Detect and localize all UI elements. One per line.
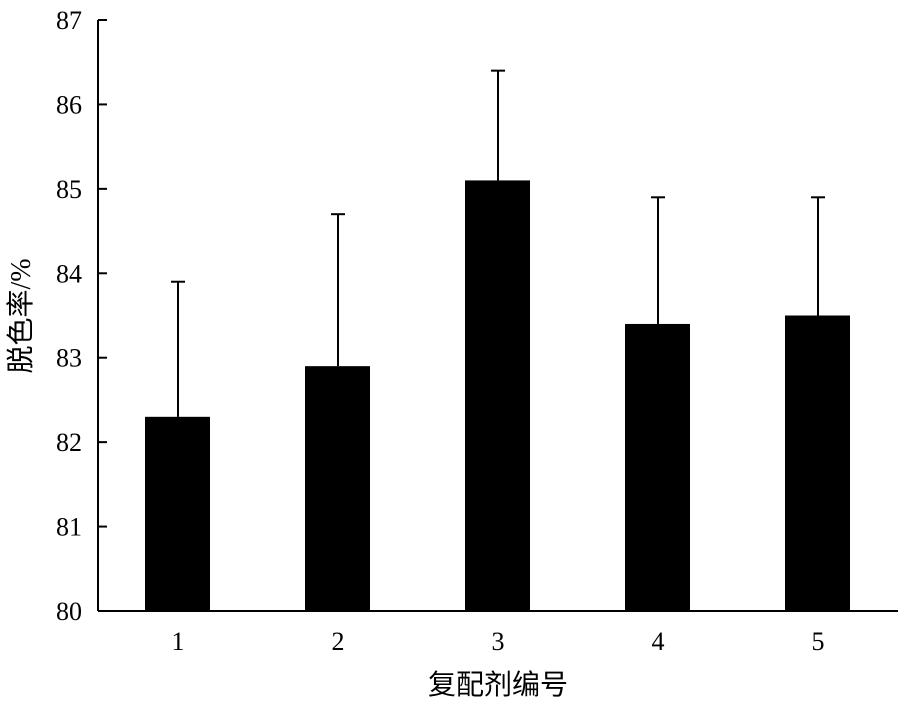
x-tick-label: 3 <box>492 627 505 656</box>
bars <box>145 69 850 611</box>
y-axis-label: 脱色率/% <box>5 258 37 373</box>
x-tick-label: 5 <box>812 627 825 656</box>
y-tick-label: 82 <box>56 428 82 457</box>
y-tick-label: 87 <box>56 6 82 35</box>
y-tick-label: 84 <box>56 259 82 288</box>
bar-3 <box>465 180 530 611</box>
y-tick-label: 83 <box>56 344 82 373</box>
y-tick-label: 81 <box>56 513 82 542</box>
bar-4 <box>625 323 690 611</box>
y-tick-label: 86 <box>56 90 82 119</box>
y-tick-label: 80 <box>56 597 82 626</box>
x-tick-label: 2 <box>332 627 345 656</box>
axes: 80 81 82 83 84 85 86 87 1 2 3 4 5 <box>56 6 898 656</box>
x-tick-label: 4 <box>652 627 665 656</box>
x-tick-label: 1 <box>172 627 185 656</box>
x-axis-label: 复配剂编号 <box>428 669 568 701</box>
y-tick-label: 85 <box>56 175 82 204</box>
bar-1 <box>145 416 210 611</box>
bar-2 <box>305 366 370 611</box>
bar-5 <box>785 315 850 611</box>
